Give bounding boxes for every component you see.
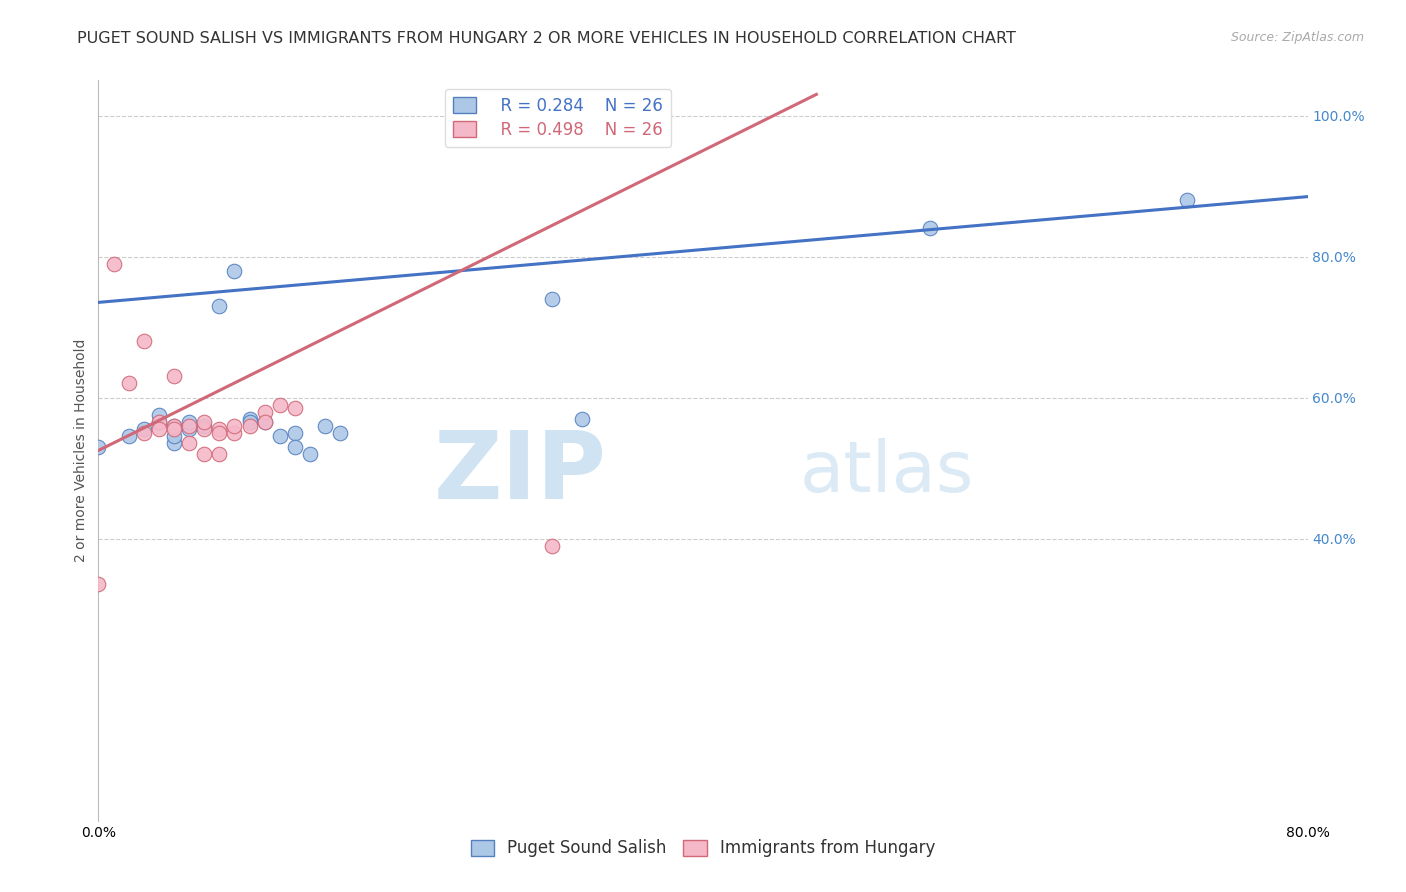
Point (132, 334, 155, 348)
Point (193, 447, 215, 461)
Point (571, 411, 593, 425)
Point (163, 429, 186, 443)
Text: atlas: atlas (800, 438, 974, 508)
Y-axis label: 2 or more Vehicles in Household: 2 or more Vehicles in Household (75, 339, 89, 562)
Point (179, 436, 201, 450)
Point (148, 415, 170, 429)
Point (540, 539, 562, 553)
Point (314, 418, 336, 433)
Point (148, 422, 170, 436)
Point (269, 398, 291, 412)
Point (193, 418, 215, 433)
Point (253, 405, 276, 419)
Point (284, 401, 307, 416)
Point (208, 447, 231, 461)
Point (253, 415, 276, 429)
Legend: Puget Sound Salish, Immigrants from Hungary: Puget Sound Salish, Immigrants from Hung… (464, 833, 942, 864)
Point (269, 429, 291, 443)
Point (918, 221, 941, 235)
Point (148, 408, 170, 422)
Point (1175, 193, 1198, 207)
Point (132, 425, 155, 440)
Text: PUGET SOUND SALISH VS IMMIGRANTS FROM HUNGARY 2 OR MORE VEHICLES IN HOUSEHOLD CO: PUGET SOUND SALISH VS IMMIGRANTS FROM HU… (77, 31, 1017, 46)
Point (224, 263, 246, 277)
Point (208, 425, 231, 440)
Point (208, 422, 231, 436)
Point (284, 425, 307, 440)
Point (540, 292, 562, 306)
Point (193, 422, 215, 436)
Point (179, 415, 201, 429)
Point (179, 418, 201, 433)
Point (239, 418, 262, 433)
Point (87, 440, 110, 454)
Point (224, 425, 246, 440)
Point (208, 299, 231, 313)
Point (239, 411, 262, 425)
Point (239, 415, 262, 429)
Point (118, 376, 141, 391)
Text: Source: ZipAtlas.com: Source: ZipAtlas.com (1230, 31, 1364, 45)
Point (253, 415, 276, 429)
Point (163, 418, 186, 433)
Text: ZIP: ZIP (433, 426, 606, 518)
Point (284, 440, 307, 454)
Point (163, 436, 186, 450)
Point (179, 422, 201, 436)
Point (103, 257, 125, 271)
Point (299, 447, 322, 461)
Point (148, 415, 170, 429)
Point (163, 369, 186, 384)
Point (87, 577, 110, 591)
Point (329, 425, 352, 440)
Point (224, 418, 246, 433)
Point (132, 422, 155, 436)
Point (193, 415, 215, 429)
Point (163, 418, 186, 433)
Point (163, 422, 186, 436)
Point (118, 429, 141, 443)
